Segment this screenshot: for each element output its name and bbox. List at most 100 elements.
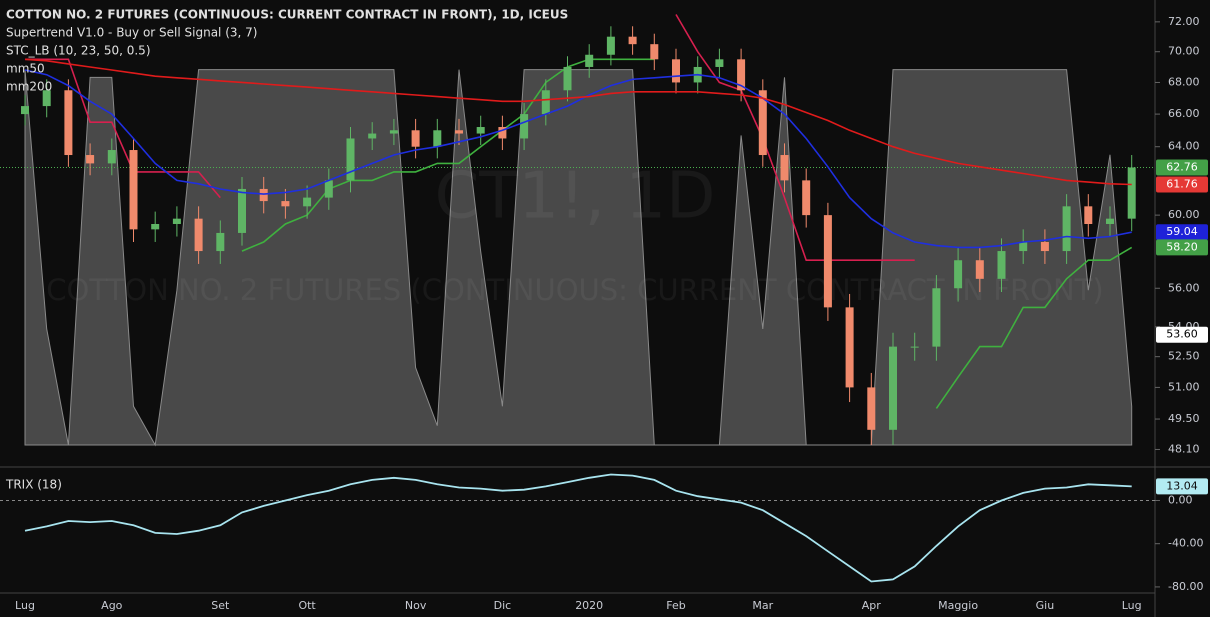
x-tick-label: Set bbox=[211, 599, 230, 612]
candle-body bbox=[476, 127, 485, 134]
candle-body bbox=[932, 288, 941, 347]
candle-body bbox=[303, 197, 312, 207]
candle-body bbox=[21, 106, 29, 115]
candle-body bbox=[802, 180, 811, 216]
candle-body bbox=[628, 36, 637, 45]
candle-body bbox=[411, 130, 420, 147]
candle-body bbox=[86, 155, 95, 164]
candle-body bbox=[42, 90, 51, 107]
chart-title: COTTON NO. 2 FUTURES (CONTINUOUS: CURREN… bbox=[6, 8, 568, 22]
x-tick-label: Mar bbox=[752, 599, 773, 612]
price-label: 53.60 bbox=[1166, 328, 1198, 341]
candle-body bbox=[172, 218, 181, 224]
candle-body bbox=[151, 223, 160, 230]
y-tick-label: -40.00 bbox=[1168, 537, 1203, 550]
x-tick-label: 2020 bbox=[575, 599, 603, 612]
x-tick-label: Giu bbox=[1036, 599, 1055, 612]
trix-line bbox=[24, 473, 1132, 583]
last-value-bg bbox=[1156, 478, 1208, 495]
candle-body bbox=[758, 90, 767, 156]
x-tick-label: Feb bbox=[666, 599, 685, 612]
candle-body bbox=[910, 346, 919, 348]
price-label-bg bbox=[1156, 224, 1208, 241]
x-tick-label: Lug bbox=[15, 599, 35, 612]
candle-body bbox=[1106, 218, 1114, 224]
candle-body bbox=[715, 59, 724, 67]
candle-body bbox=[541, 90, 550, 115]
x-tick-label: Ago bbox=[101, 599, 123, 612]
legend-entry: Supertrend V1.0 - Buy or Sell Signal (3,… bbox=[6, 26, 257, 40]
price-label-bg bbox=[1156, 176, 1208, 193]
candle-body bbox=[975, 260, 984, 279]
x-tick-label: Ott bbox=[298, 599, 316, 612]
moving-average bbox=[24, 69, 1132, 249]
candle-body bbox=[498, 127, 507, 139]
last-value-label: 13.04 bbox=[1166, 479, 1198, 492]
watermark: CT1!, 1D bbox=[435, 160, 716, 234]
y-tick-label: 64.00 bbox=[1168, 140, 1200, 153]
x-tick-label: Apr bbox=[862, 599, 882, 612]
candle-body bbox=[1019, 241, 1028, 252]
main-pane bbox=[0, 14, 1155, 446]
price-label: 62.76 bbox=[1166, 160, 1198, 173]
x-tick-label: Lug bbox=[1122, 599, 1142, 612]
candle-body bbox=[563, 66, 572, 91]
candle-body bbox=[650, 44, 659, 60]
price-label: 61.76 bbox=[1166, 177, 1198, 190]
price-label-bg bbox=[1156, 159, 1208, 176]
candle-body bbox=[737, 59, 746, 91]
y-tick-label: 72.00 bbox=[1168, 15, 1200, 28]
candle-body bbox=[64, 90, 73, 156]
candle-body bbox=[585, 54, 594, 67]
y-tick-label: 0.00 bbox=[1168, 493, 1193, 506]
legend-entry: mm200 bbox=[6, 80, 52, 94]
candle-body bbox=[1040, 241, 1049, 252]
y-tick-label: 49.50 bbox=[1168, 412, 1200, 425]
candle-body bbox=[346, 138, 355, 181]
price-label: 58.20 bbox=[1166, 240, 1198, 253]
candle-body bbox=[238, 188, 246, 233]
moving-average bbox=[24, 58, 1132, 186]
candle-body bbox=[889, 346, 897, 430]
legend-entry: mm50 bbox=[6, 62, 45, 76]
candle-body bbox=[129, 150, 138, 230]
watermark: COTTON NO. 2 FUTURES (CONTINUOUS: CURREN… bbox=[46, 273, 1103, 307]
x-tick-label: Nov bbox=[405, 599, 427, 612]
y-tick-label: 60.00 bbox=[1168, 208, 1200, 221]
candle-body bbox=[1062, 206, 1071, 252]
trix-title: TRIX (18) bbox=[5, 478, 62, 492]
candle-body bbox=[1084, 206, 1093, 224]
y-tick-label: 48.10 bbox=[1168, 442, 1200, 455]
candle-body bbox=[455, 130, 463, 134]
price-label-bg bbox=[1156, 239, 1208, 256]
candle-body bbox=[368, 133, 377, 139]
candle-body bbox=[107, 150, 116, 164]
candle-body bbox=[867, 387, 876, 430]
y-tick-label: 52.50 bbox=[1168, 350, 1200, 363]
price-label: 59.04 bbox=[1166, 225, 1198, 238]
candle-body bbox=[672, 59, 680, 83]
candle-body bbox=[823, 215, 832, 308]
candle-body bbox=[281, 201, 290, 207]
candle-body bbox=[259, 188, 268, 202]
candle-body bbox=[520, 114, 529, 139]
candle-body bbox=[194, 218, 203, 252]
x-tick-label: Dic bbox=[494, 599, 512, 612]
price-label-bg bbox=[1156, 326, 1208, 343]
candle-body bbox=[845, 307, 854, 388]
candle-body bbox=[324, 180, 333, 198]
y-tick-label: 70.00 bbox=[1168, 45, 1200, 58]
y-tick-label: -80.00 bbox=[1168, 580, 1203, 593]
candle-body bbox=[997, 251, 1006, 279]
y-tick-label: 68.00 bbox=[1168, 75, 1200, 88]
candle-body bbox=[954, 260, 963, 289]
candle-body bbox=[389, 130, 398, 134]
legend-entry: STC_LB (10, 23, 50, 0.5) bbox=[6, 44, 151, 58]
y-tick-label: 56.00 bbox=[1168, 281, 1200, 294]
y-tick-label: 66.00 bbox=[1168, 107, 1200, 120]
candle-body bbox=[606, 36, 615, 55]
x-tick-label: Maggio bbox=[938, 599, 978, 612]
candle-body bbox=[433, 130, 442, 147]
y-tick-label: 51.00 bbox=[1168, 380, 1200, 393]
